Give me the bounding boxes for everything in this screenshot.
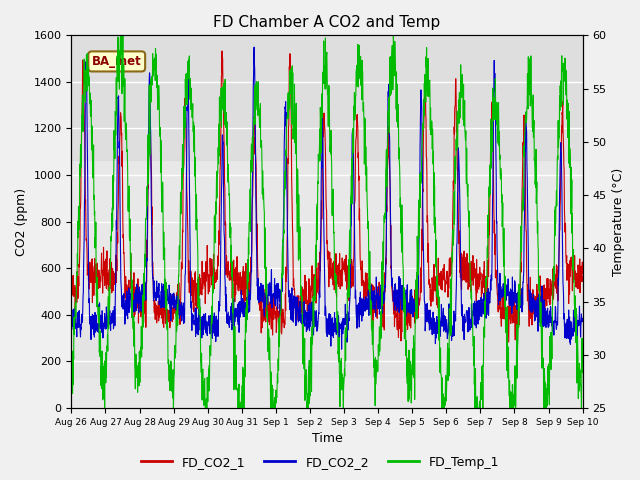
- FD_CO2_2: [97, 312, 104, 318]
- FD_Temp_1: [177, 211, 185, 216]
- FD_CO2_2: [579, 316, 586, 322]
- FD_CO2_2: [68, 312, 76, 318]
- Line: FD_CO2_2: FD_CO2_2: [72, 47, 582, 349]
- FD_CO2_2: [338, 347, 346, 352]
- FD_CO2_1: [579, 270, 586, 276]
- Title: FD Chamber A CO2 and Temp: FD Chamber A CO2 and Temp: [213, 15, 440, 30]
- Bar: [72, 36, 582, 160]
- FD_CO2_1: [68, 286, 76, 291]
- FD_CO2_2: [250, 44, 258, 50]
- X-axis label: Time: Time: [312, 432, 342, 445]
- FD_CO2_1: [505, 339, 513, 345]
- FD_Temp_1: [259, 196, 267, 202]
- FD_Temp_1: [417, 173, 425, 179]
- FD_CO2_2: [417, 87, 425, 93]
- FD_CO2_2: [259, 282, 267, 288]
- FD_CO2_1: [279, 306, 287, 312]
- Legend: FD_CO2_1, FD_CO2_2, FD_Temp_1: FD_CO2_1, FD_CO2_2, FD_Temp_1: [136, 451, 504, 474]
- Y-axis label: CO2 (ppm): CO2 (ppm): [15, 188, 28, 256]
- FD_Temp_1: [68, 384, 76, 390]
- FD_Temp_1: [116, 33, 124, 38]
- FD_CO2_1: [276, 307, 284, 313]
- Bar: [72, 315, 582, 377]
- FD_Temp_1: [276, 309, 284, 315]
- FD_CO2_2: [279, 251, 287, 256]
- FD_CO2_2: [177, 312, 184, 318]
- FD_CO2_1: [218, 48, 226, 54]
- FD_Temp_1: [279, 237, 287, 242]
- FD_CO2_1: [177, 302, 184, 308]
- FD_Temp_1: [97, 351, 104, 357]
- FD_Temp_1: [579, 369, 586, 375]
- FD_CO2_1: [259, 319, 267, 324]
- FD_CO2_1: [417, 265, 424, 271]
- Line: FD_CO2_1: FD_CO2_1: [72, 51, 582, 342]
- FD_CO2_1: [97, 278, 104, 284]
- Text: BA_met: BA_met: [92, 55, 141, 68]
- FD_Temp_1: [101, 405, 109, 411]
- FD_CO2_2: [276, 311, 284, 317]
- Line: FD_Temp_1: FD_Temp_1: [72, 36, 582, 408]
- Y-axis label: Temperature (°C): Temperature (°C): [612, 168, 625, 276]
